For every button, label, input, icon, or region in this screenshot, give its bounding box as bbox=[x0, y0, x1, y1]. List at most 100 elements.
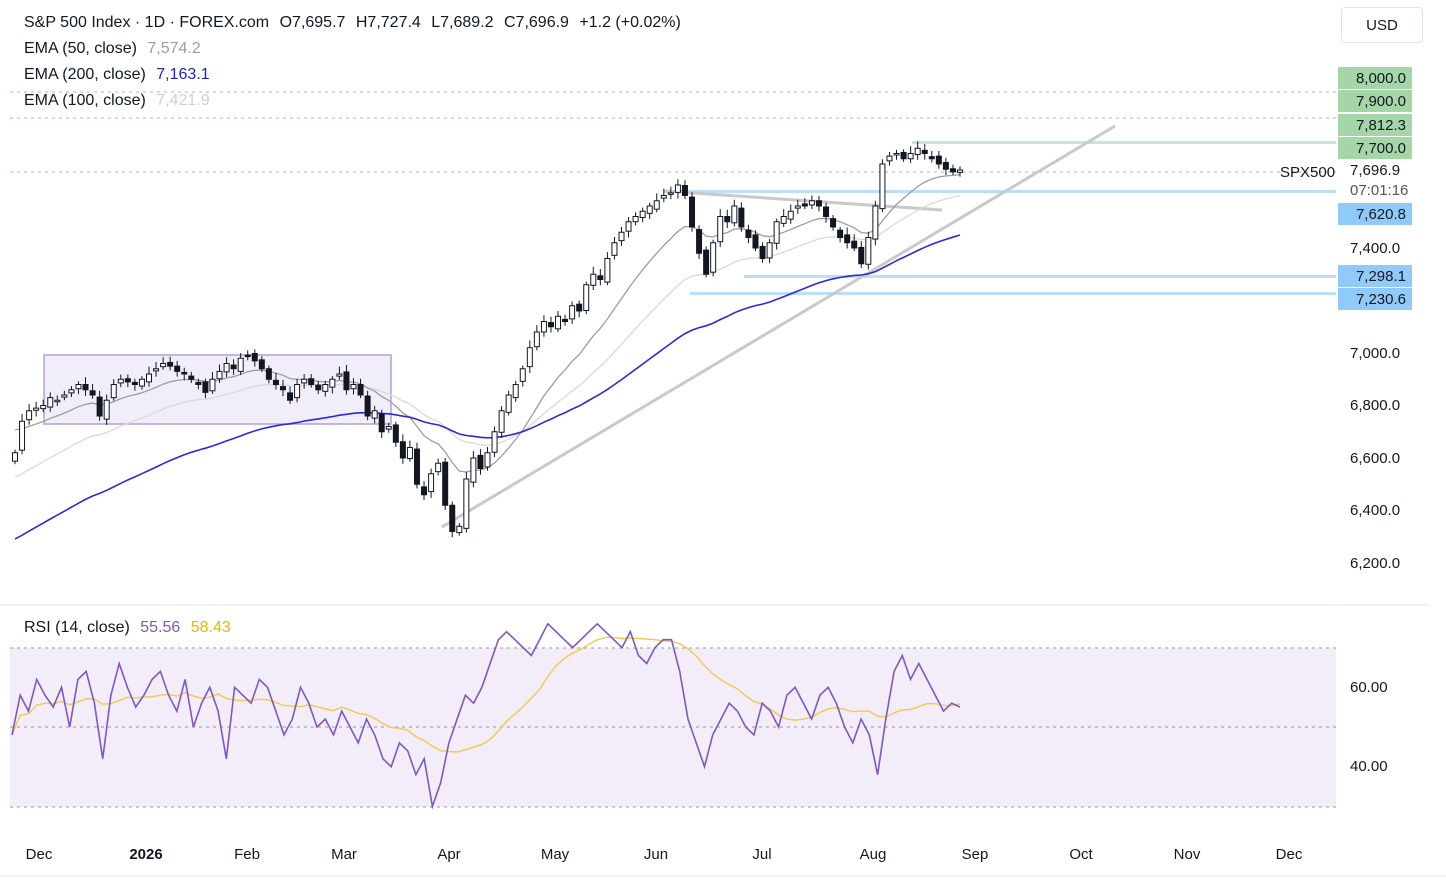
candle-body[interactable] bbox=[435, 462, 442, 473]
candle-body[interactable] bbox=[237, 357, 244, 372]
candle-body[interactable] bbox=[117, 378, 124, 384]
candle-body[interactable] bbox=[371, 410, 378, 419]
candle-body[interactable] bbox=[19, 420, 26, 451]
candle-body[interactable] bbox=[428, 473, 435, 493]
candle-body[interactable] bbox=[604, 258, 611, 283]
candle-body[interactable] bbox=[526, 347, 533, 368]
candle-body[interactable] bbox=[787, 210, 794, 220]
candle-body[interactable] bbox=[717, 216, 724, 243]
candle-body[interactable] bbox=[780, 216, 787, 224]
candle-body[interactable] bbox=[562, 318, 569, 322]
candle-body[interactable] bbox=[244, 354, 251, 358]
candle-body[interactable] bbox=[279, 386, 286, 391]
candle-body[interactable] bbox=[181, 371, 188, 375]
candle-body[interactable] bbox=[40, 405, 47, 410]
candle-body[interactable] bbox=[287, 392, 294, 401]
candle-body[interactable] bbox=[26, 410, 33, 421]
candle-body[interactable] bbox=[745, 229, 752, 238]
candle-body[interactable] bbox=[421, 486, 428, 496]
candle-body[interactable] bbox=[942, 161, 949, 170]
candle-body[interactable] bbox=[844, 234, 851, 244]
candle-body[interactable] bbox=[752, 234, 759, 249]
candle-body[interactable] bbox=[738, 207, 745, 228]
candle-body[interactable] bbox=[322, 384, 329, 392]
candle-body[interactable] bbox=[385, 426, 392, 430]
candle-body[interactable] bbox=[823, 206, 830, 218]
indicator-ema100[interactable]: EMA (100, close) 7,421.9 bbox=[24, 92, 216, 110]
candle-body[interactable] bbox=[674, 184, 681, 193]
candle-body[interactable] bbox=[167, 361, 174, 367]
candle-body[interactable] bbox=[703, 249, 710, 275]
candle-body[interactable] bbox=[794, 205, 801, 209]
candle-body[interactable] bbox=[667, 192, 674, 195]
candle-body[interactable] bbox=[519, 368, 526, 382]
candle-body[interactable] bbox=[406, 447, 413, 460]
candle-body[interactable] bbox=[477, 454, 484, 469]
candle-body[interactable] bbox=[879, 163, 886, 210]
candle-body[interactable] bbox=[731, 205, 738, 224]
candle-body[interactable] bbox=[33, 407, 40, 411]
candle-body[interactable] bbox=[618, 231, 625, 242]
candle-body[interactable] bbox=[590, 273, 597, 286]
candle-body[interactable] bbox=[301, 378, 308, 384]
candle-body[interactable] bbox=[858, 246, 865, 265]
candle-body[interactable] bbox=[893, 153, 900, 156]
indicator-ema50[interactable]: EMA (50, close) 7,574.2 bbox=[24, 40, 207, 58]
candle-body[interactable] bbox=[935, 155, 942, 165]
candle-body[interactable] bbox=[576, 303, 583, 312]
ascending-trendline[interactable] bbox=[441, 124, 1116, 529]
candle-body[interactable] bbox=[216, 370, 223, 380]
candle-body[interactable] bbox=[89, 390, 96, 396]
candle-body[interactable] bbox=[68, 389, 75, 394]
candle-body[interactable] bbox=[392, 424, 399, 443]
candle-body[interactable] bbox=[949, 168, 956, 173]
candle-body[interactable] bbox=[872, 205, 879, 240]
currency-selector[interactable]: USD bbox=[1341, 7, 1423, 43]
candle-body[interactable] bbox=[131, 381, 138, 385]
candle-body[interactable] bbox=[202, 381, 209, 393]
candle-body[interactable] bbox=[921, 149, 928, 155]
candle-body[interactable] bbox=[294, 384, 301, 399]
candle-body[interactable] bbox=[646, 205, 653, 214]
candle-body[interactable] bbox=[12, 452, 18, 462]
candle-body[interactable] bbox=[103, 399, 110, 420]
candle-body[interactable] bbox=[766, 242, 773, 259]
candle-body[interactable] bbox=[463, 478, 470, 529]
candle-body[interactable] bbox=[258, 359, 265, 370]
candle-body[interactable] bbox=[815, 200, 822, 207]
candle-body[interactable] bbox=[759, 245, 766, 260]
candle-body[interactable] bbox=[547, 322, 554, 328]
candle-body[interactable] bbox=[153, 368, 160, 372]
candle-body[interactable] bbox=[209, 378, 216, 392]
candle-body[interactable] bbox=[195, 381, 202, 385]
candle-body[interactable] bbox=[357, 384, 364, 396]
candle-body[interactable] bbox=[625, 221, 632, 232]
candle-body[interactable] bbox=[583, 284, 590, 311]
candle-body[interactable] bbox=[96, 396, 103, 417]
indicator-ema200[interactable]: EMA (200, close) 7,163.1 bbox=[24, 66, 216, 84]
candle-body[interactable] bbox=[343, 371, 350, 391]
candle-body[interactable] bbox=[900, 151, 907, 160]
candle-body[interactable] bbox=[308, 378, 315, 386]
candle-body[interactable] bbox=[160, 363, 167, 368]
candlestick-series[interactable] bbox=[12, 141, 963, 538]
candle-body[interactable] bbox=[837, 229, 844, 238]
candle-body[interactable] bbox=[710, 242, 717, 273]
descending-trendline[interactable] bbox=[663, 189, 943, 212]
candle-body[interactable] bbox=[138, 378, 145, 387]
rsi-legend[interactable]: RSI (14, close) 55.56 58.43 bbox=[24, 619, 231, 637]
candle-body[interactable] bbox=[399, 441, 406, 459]
candle-body[interactable] bbox=[272, 379, 279, 385]
candle-body[interactable] bbox=[75, 384, 82, 390]
candle-body[interactable] bbox=[886, 155, 893, 162]
candle-body[interactable] bbox=[223, 363, 230, 373]
candle-body[interactable] bbox=[569, 305, 576, 320]
candle-body[interactable] bbox=[442, 461, 449, 506]
candle-body[interactable] bbox=[865, 237, 872, 265]
candle-body[interactable] bbox=[957, 169, 963, 173]
candle-body[interactable] bbox=[491, 431, 498, 453]
candle-body[interactable] bbox=[265, 368, 272, 380]
candle-body[interactable] bbox=[597, 275, 604, 281]
candle-body[interactable] bbox=[639, 210, 646, 219]
